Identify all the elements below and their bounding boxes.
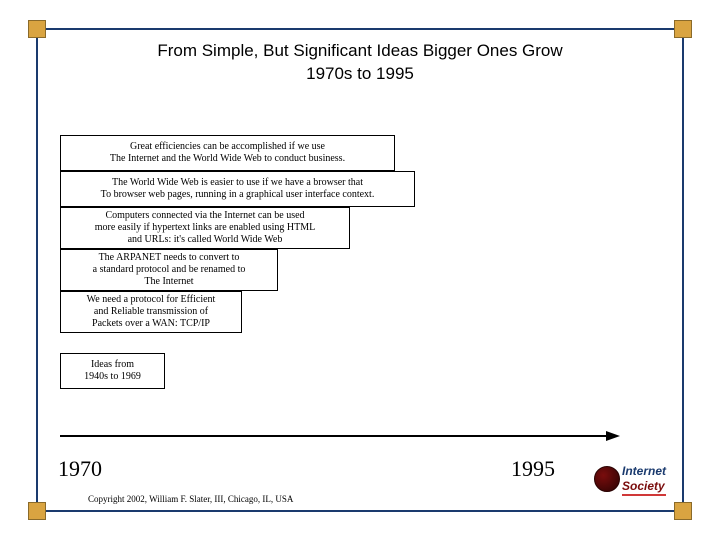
idea-box: The ARPANET needs to convert toa standar… bbox=[60, 249, 278, 291]
corner-decoration bbox=[28, 502, 46, 520]
slide-title: From Simple, But Significant Ideas Bigge… bbox=[60, 40, 660, 86]
logo-word-society: Society bbox=[622, 479, 665, 493]
idea-box: Computers connected via the Internet can… bbox=[60, 207, 350, 249]
idea-box: The World Wide Web is easier to use if w… bbox=[60, 171, 415, 207]
axis-end-year: 1995 bbox=[511, 456, 555, 482]
logo-underline bbox=[622, 494, 666, 496]
idea-box: Great efficiencies can be accomplished i… bbox=[60, 135, 395, 171]
timeline-diagram: Great efficiencies can be accomplished i… bbox=[60, 135, 620, 435]
copyright-text: Copyright 2002, William F. Slater, III, … bbox=[88, 494, 293, 504]
timeline-axis bbox=[60, 435, 606, 437]
title-line-2: 1970s to 1995 bbox=[306, 64, 414, 83]
title-line-1: From Simple, But Significant Ideas Bigge… bbox=[157, 41, 562, 60]
globe-icon bbox=[594, 466, 620, 492]
corner-decoration bbox=[674, 20, 692, 38]
axis-start-year: 1970 bbox=[58, 456, 102, 482]
corner-decoration bbox=[674, 502, 692, 520]
arrow-head-icon bbox=[606, 431, 620, 441]
idea-box: Ideas from1940s to 1969 bbox=[60, 353, 165, 389]
logo-word-internet: Internet bbox=[622, 464, 666, 478]
internet-society-logo: Internet Society bbox=[584, 463, 676, 496]
corner-decoration bbox=[28, 20, 46, 38]
idea-box: We need a protocol for Efficientand Reli… bbox=[60, 291, 242, 333]
